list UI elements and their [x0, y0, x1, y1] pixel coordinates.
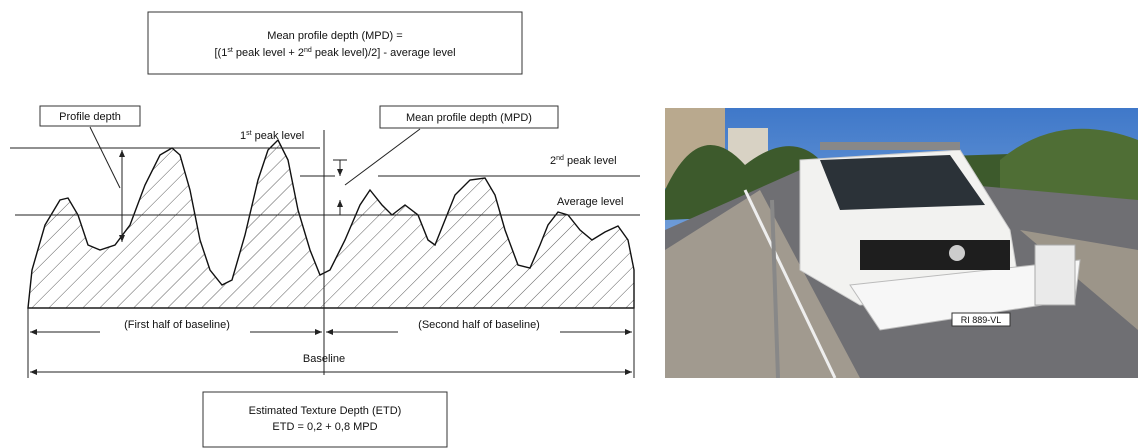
formula-line: [(1st peak level + 2nd peak level)/2] - …	[214, 47, 455, 59]
formula-box	[203, 392, 447, 447]
label: Baseline	[303, 353, 345, 365]
formula-line: ETD = 0,2 + 0,8 MPD	[272, 421, 377, 433]
label: Mean profile depth (MPD)	[406, 112, 532, 124]
page: Mean profile depth (MPD) = [(1st peak le…	[0, 0, 1138, 448]
label: Average level	[557, 196, 623, 208]
label: 2nd peak level	[550, 155, 617, 167]
label: Profile depth	[59, 111, 121, 123]
formula-box	[148, 12, 522, 74]
profile-shape	[28, 140, 634, 308]
label: (Second half of baseline)	[418, 319, 540, 331]
formula-line: Estimated Texture Depth (ETD)	[249, 405, 402, 417]
label: (First half of baseline)	[124, 319, 230, 331]
photo: RI 889-VL	[665, 108, 1138, 378]
license-plate: RI 889-VL	[961, 315, 1002, 325]
label: 1st peak level	[240, 130, 304, 142]
leader	[345, 129, 420, 185]
profile-diagram	[10, 127, 640, 378]
formula-line: Mean profile depth (MPD) =	[267, 30, 402, 42]
leader	[90, 127, 120, 188]
